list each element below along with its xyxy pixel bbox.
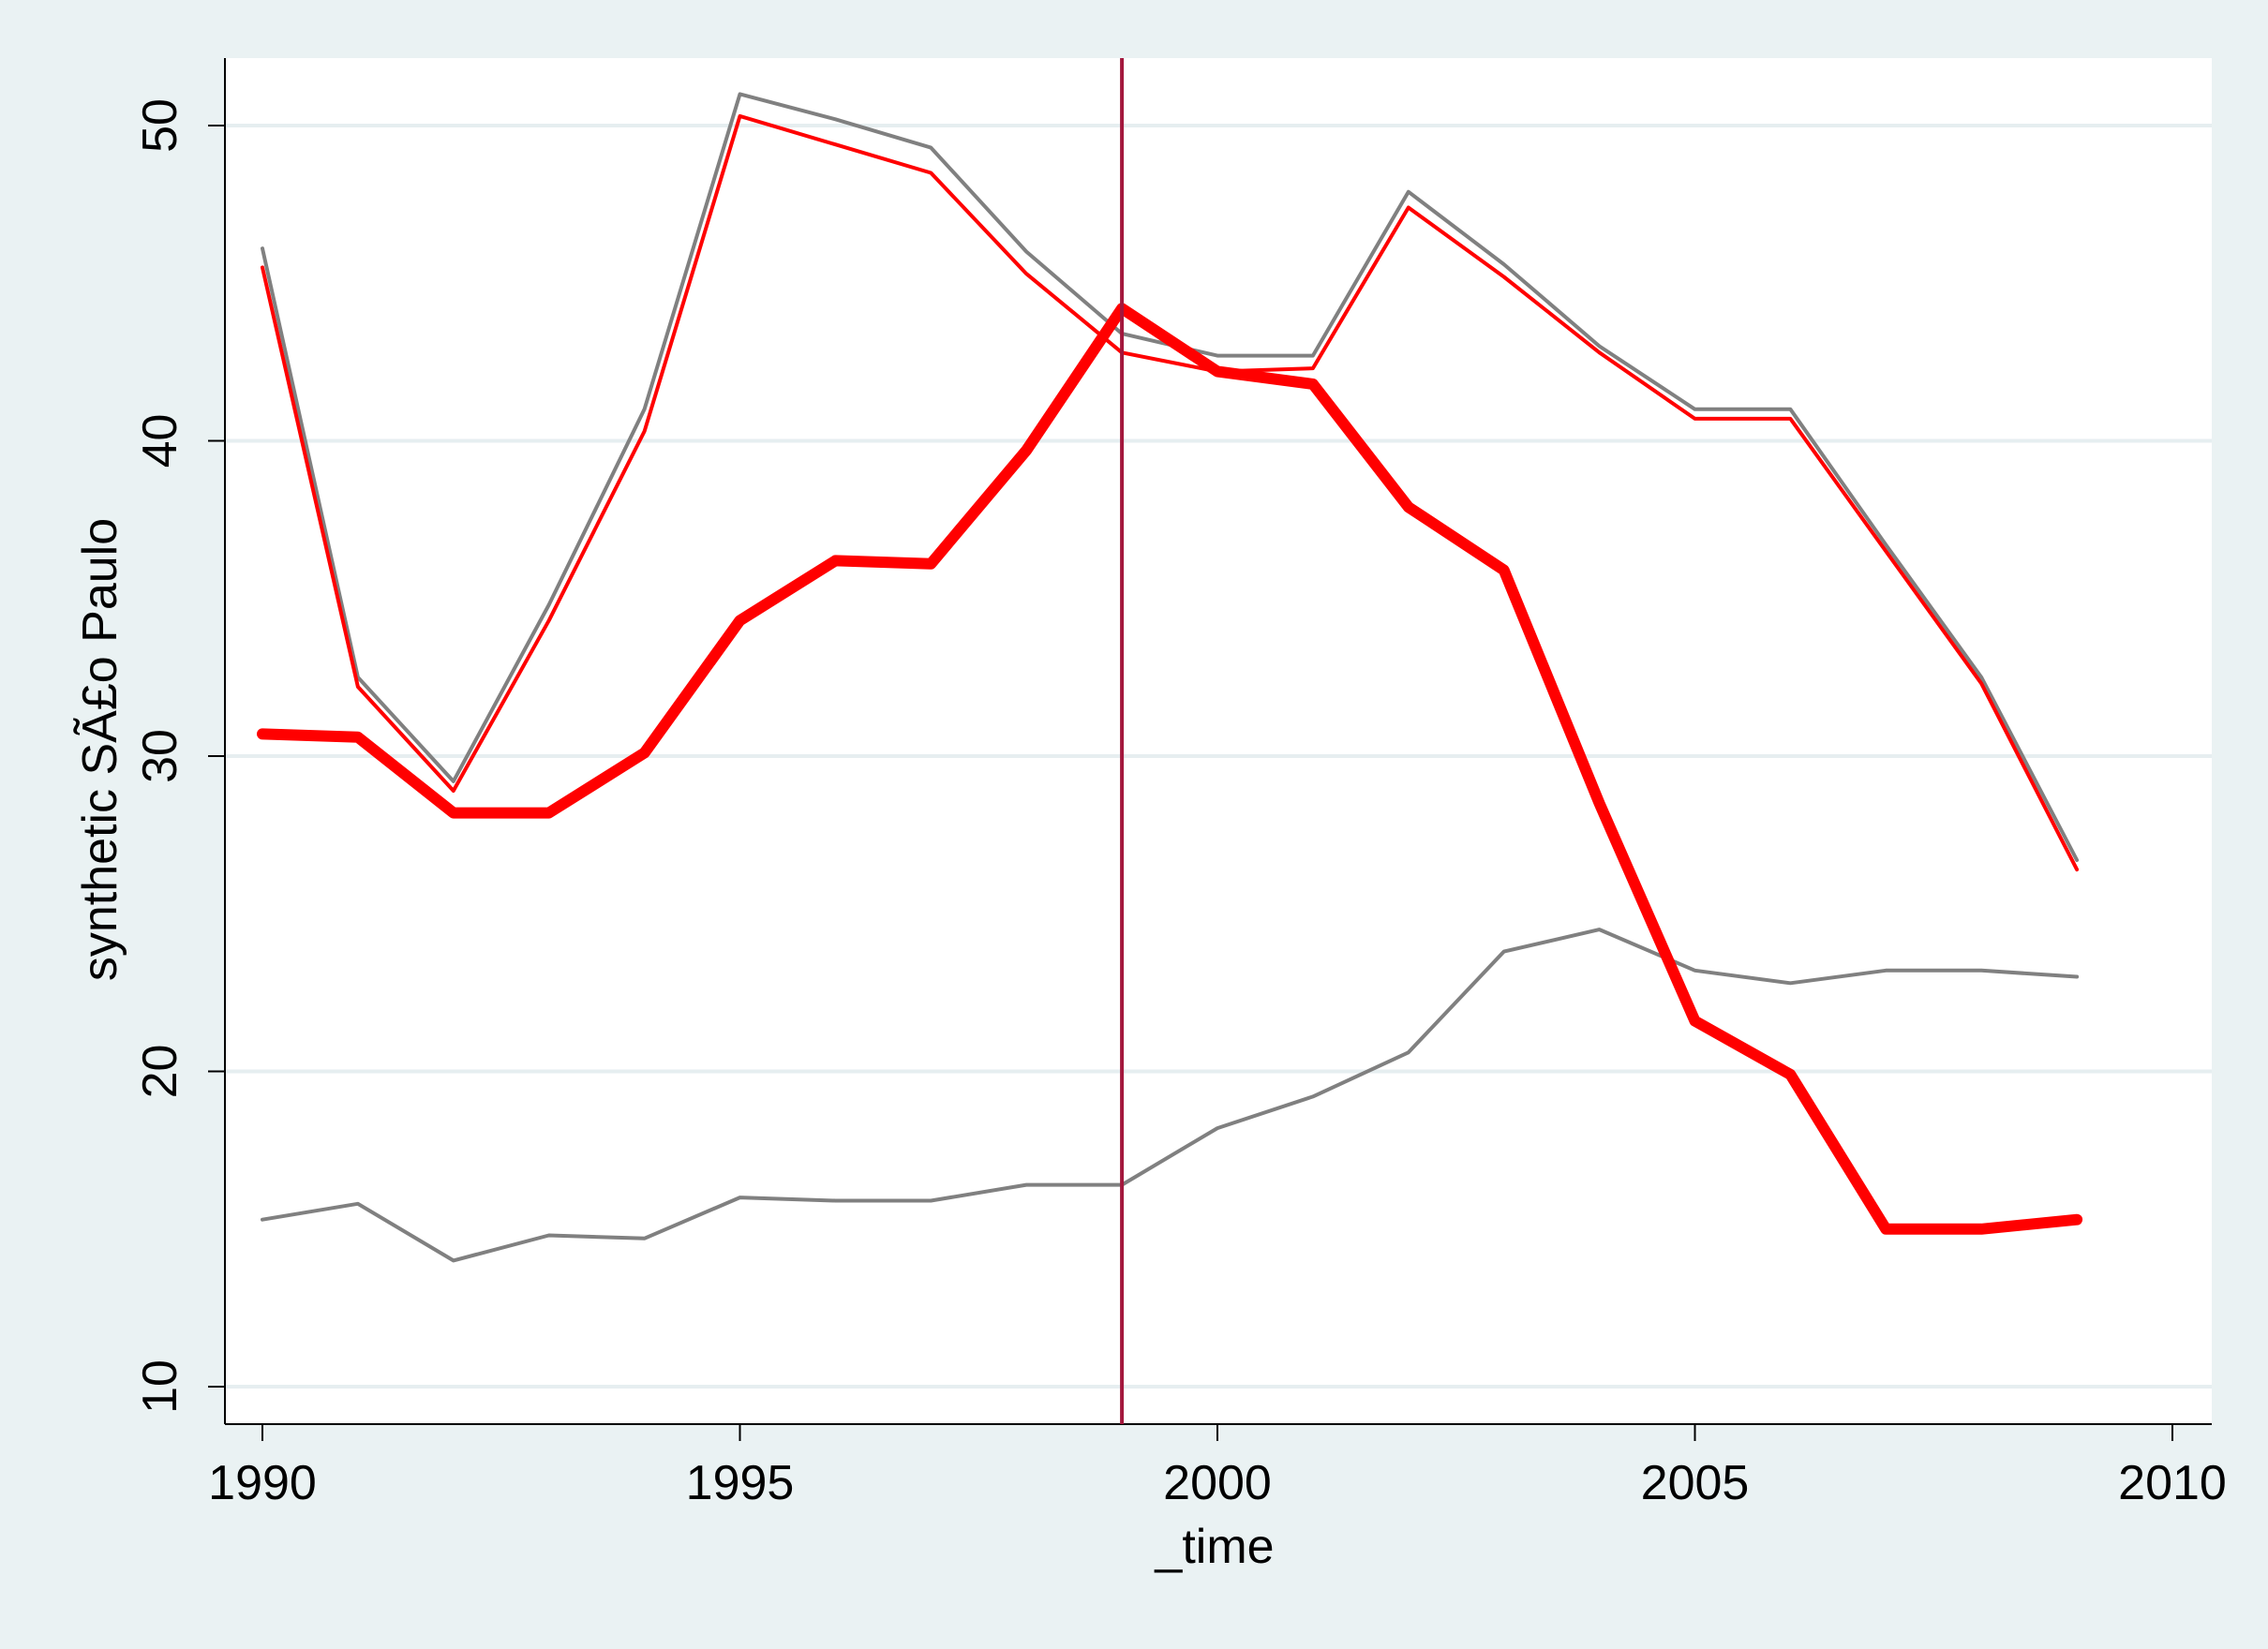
series-line-4 <box>257 303 2083 1235</box>
grid <box>225 124 2212 1389</box>
x-tick-label: 2005 <box>1641 1456 1750 1510</box>
y-tick-label: 20 <box>133 1045 187 1099</box>
plot-background <box>225 58 2212 1424</box>
y-tick-label: 40 <box>133 414 187 468</box>
axes: 10 20 30 40 50 1990 1995 2000 2005 2010 <box>133 58 2227 1510</box>
x-tick-label: 1990 <box>208 1456 317 1510</box>
x-axis-title: _time <box>1154 1520 1274 1574</box>
y-tick-label: 50 <box>133 98 187 153</box>
x-tick-label: 2010 <box>2118 1456 2227 1510</box>
series-line-2 <box>261 113 2080 872</box>
x-tick-label: 1995 <box>686 1456 795 1510</box>
x-tick-label: 2000 <box>1163 1456 1272 1510</box>
series-line-3 <box>261 928 2080 1263</box>
series-group <box>257 92 2083 1263</box>
y-tick-label: 10 <box>133 1359 187 1414</box>
y-axis-title: synthetic SÃ£o Paulo <box>73 518 127 981</box>
y-tick-label: 30 <box>133 729 187 783</box>
